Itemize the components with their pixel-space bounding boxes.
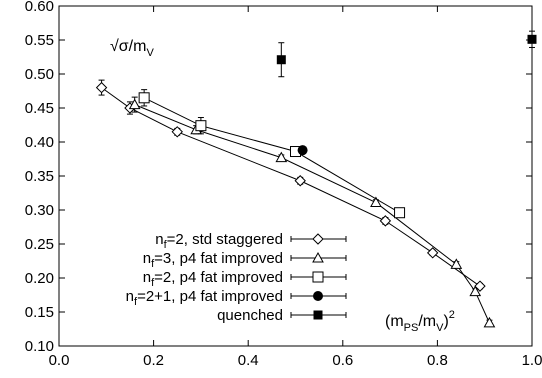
data-point: [394, 207, 406, 219]
legend-item: nf=2+1, p4 fat improved: [126, 288, 347, 308]
x-tick-label: 0.8: [427, 352, 448, 369]
series-2: [138, 89, 406, 219]
y-tick-label: 0.40: [25, 134, 54, 151]
x-tick-label: 0.4: [238, 352, 259, 369]
legend-label: nf=2+1, p4 fat improved: [126, 288, 283, 308]
data-point: [426, 247, 439, 259]
legend-label: quenched: [217, 307, 283, 324]
legend-item: nf=2, p4 fat improved: [143, 269, 347, 289]
x-quantity-sub2: V: [436, 322, 444, 334]
legend-label: nf=2, p4 fat improved: [143, 269, 283, 289]
x-tick-label: 0.2: [143, 352, 164, 369]
legend-item: quenched: [217, 307, 347, 324]
legend-marker: [313, 291, 323, 301]
legend-item: nf=3, p4 fat improved: [143, 250, 347, 270]
x-tick-label: 1.0: [522, 352, 542, 369]
legend-marker: [312, 251, 324, 263]
y-tick-label: 0.25: [25, 236, 54, 253]
x-quantity-sup: 2: [449, 309, 455, 321]
series-line: [143, 97, 400, 214]
data-point: [275, 151, 288, 163]
x-quantity-open: (m: [385, 313, 404, 330]
legend-marker: [313, 310, 323, 320]
x-quantity-mid: /m: [418, 313, 436, 330]
data-point: [138, 92, 150, 104]
series-layer: [95, 30, 537, 328]
y-quantity-annotation: √σ/mV: [110, 38, 154, 59]
data-point: [370, 196, 382, 208]
data-point: [450, 258, 463, 269]
data-point: [195, 120, 207, 132]
y-tick-label: 0.30: [25, 202, 54, 219]
x-tick-label: 0.0: [49, 352, 70, 369]
x-tick-label: 0.6: [332, 352, 353, 369]
x-quantity-close: ): [443, 313, 448, 330]
y-tick-label: 0.20: [25, 270, 54, 287]
series-3: [297, 145, 308, 156]
data-point: [483, 316, 496, 328]
y-tick-label: 0.10: [25, 338, 54, 355]
data-point: [276, 55, 286, 65]
data-point: [128, 98, 141, 110]
legend-label: nf=3, p4 fat improved: [143, 250, 283, 270]
data-point: [95, 81, 108, 94]
data-point: [297, 145, 308, 156]
y-tick-label: 0.45: [25, 100, 54, 117]
x-quantity-sub1: PS: [404, 322, 419, 334]
data-point: [294, 175, 306, 187]
data-point: [469, 285, 482, 297]
y-tick-label: 0.55: [25, 32, 54, 49]
legend-label: nf=2, std staggered: [155, 231, 283, 251]
series-4: [276, 30, 537, 78]
y-quantity-sub: V: [146, 47, 154, 59]
data-point: [379, 215, 392, 227]
x-quantity-annotation: (mPS/mV)2: [385, 309, 455, 334]
y-tick-label: 0.35: [25, 168, 54, 185]
legend-item: nf=2, std staggered: [155, 231, 347, 251]
legend-marker: [312, 271, 324, 283]
y-tick-label: 0.15: [25, 304, 54, 321]
y-tick-label: 0.60: [25, 0, 54, 15]
y-tick-label: 0.50: [25, 66, 54, 83]
data-point: [527, 34, 537, 44]
data-point: [171, 126, 183, 138]
ticks: 0.0 0.2 0.4 0.6 0.8 1.0 0.10 0.15 0.20 0.25 0.30 0.…: [25, 0, 542, 369]
legend-marker: [312, 233, 324, 245]
y-quantity-main: √σ/m: [110, 38, 146, 55]
